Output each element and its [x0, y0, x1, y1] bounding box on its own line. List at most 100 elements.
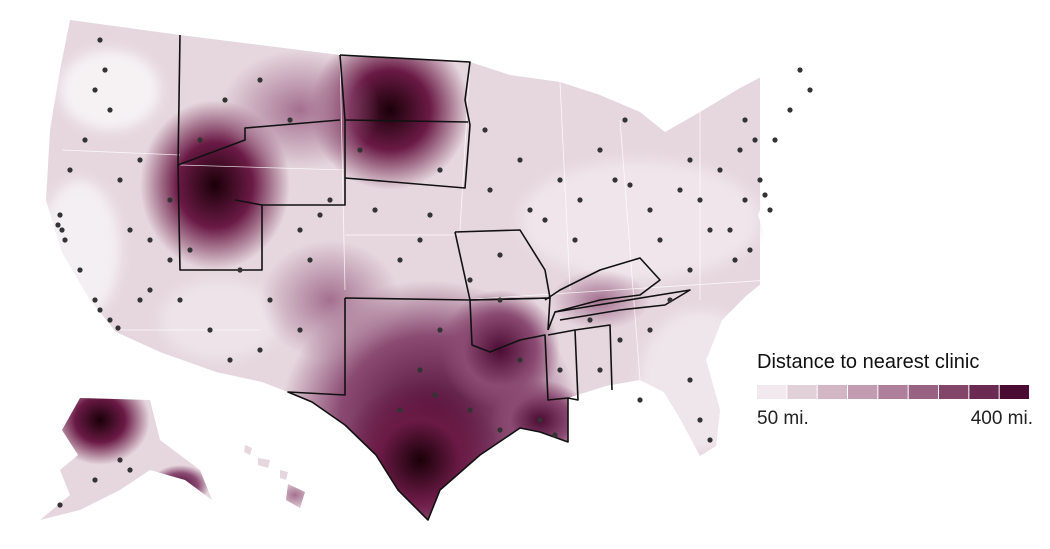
clinic-dot [772, 137, 778, 143]
clinic-dot [557, 367, 563, 373]
legend-swatch [999, 385, 1029, 399]
clinic-dot [497, 427, 503, 433]
clinic-dot [137, 297, 143, 303]
clinic-dot [742, 117, 748, 123]
clinic-dot [102, 67, 108, 73]
clinic-dot [115, 325, 121, 331]
clinic-dot [167, 257, 173, 263]
clinic-dot [697, 417, 703, 423]
clinic-dot [197, 137, 203, 143]
legend-swatch [848, 385, 878, 399]
clinic-dot [497, 252, 503, 258]
clinic-dot [627, 182, 633, 188]
clinic-dot [687, 157, 693, 163]
clinic-dot [527, 207, 533, 213]
clinic-dot [597, 367, 603, 373]
clinic-dot [787, 107, 793, 113]
legend-title: Distance to nearest clinic [757, 351, 979, 373]
clinic-dot [177, 297, 183, 303]
clinic-dot [667, 297, 673, 303]
clinic-dot [92, 87, 98, 93]
clinic-dot [432, 392, 438, 398]
clinic-dot [437, 327, 443, 333]
clinic-dot [657, 237, 663, 243]
clinic-dot [127, 227, 133, 233]
clinic-dot [572, 237, 578, 243]
clinic-dot [117, 177, 123, 183]
clinic-dot [59, 227, 65, 233]
clinic-dot [222, 97, 228, 103]
clinic-dot [107, 107, 113, 113]
clinic-dot [92, 477, 98, 483]
clinic-dot [417, 237, 423, 243]
clinic-dot [357, 147, 363, 153]
clinic-dot [752, 137, 758, 143]
clinic-dot [207, 327, 213, 333]
clinic-dot [427, 212, 433, 218]
clinic-dot [467, 277, 473, 283]
clinic-dot [727, 227, 733, 233]
clinic-dot [767, 207, 773, 213]
clinic-dot [417, 367, 423, 373]
clinic-dot [697, 197, 703, 203]
clinic-dot [397, 257, 403, 263]
clinic-dot [687, 377, 693, 383]
clinic-dot [67, 167, 73, 173]
clinic-dot [497, 297, 503, 303]
clinic-dot [287, 117, 293, 123]
legend-swatch [939, 385, 969, 399]
clinic-dot [577, 197, 583, 203]
clinic-dot [147, 287, 153, 293]
clinic-dot [487, 187, 493, 193]
clinic-dot [707, 437, 713, 443]
clinic-dot [257, 347, 263, 353]
clinic-dot [317, 212, 323, 218]
clinic-dot [612, 177, 618, 183]
clinic-dot [297, 327, 303, 333]
legend-swatch [878, 385, 908, 399]
clinic-dot [737, 147, 743, 153]
clinic-dot [587, 317, 593, 323]
state-borders [177, 34, 691, 521]
clinic-dot [267, 297, 273, 303]
clinic-dot [622, 117, 628, 123]
clinic-dot [762, 192, 768, 198]
clinic-dot [57, 212, 63, 218]
clinic-dot [617, 337, 623, 343]
clinic-dot [92, 297, 98, 303]
clinic-dot [62, 237, 68, 243]
clinic-dot [117, 457, 123, 463]
clinic-dot [307, 257, 313, 263]
clinic-dot [237, 267, 243, 273]
clinic-dot [327, 197, 333, 203]
legend-swatch [787, 385, 817, 399]
clinic-dot [552, 432, 558, 438]
clinic-dot [372, 207, 378, 213]
legend-swatch [969, 385, 999, 399]
clinic-dot [597, 147, 603, 153]
clinic-dot [57, 502, 63, 508]
clinic-dot [557, 177, 563, 183]
clinic-dot [687, 267, 693, 273]
clinic-dot [797, 67, 803, 73]
legend-max-label: 400 mi. [971, 408, 1033, 429]
clinic-dots [55, 37, 813, 508]
clinic-dot [757, 177, 763, 183]
clinic-dot [227, 357, 233, 363]
clinic-dot [647, 327, 653, 333]
clinic-dot [537, 417, 543, 423]
clinic-dot [107, 317, 113, 323]
legend-swatch [817, 385, 847, 399]
clinic-dot [77, 267, 83, 273]
clinic-dot [807, 87, 813, 93]
clinic-dot [732, 257, 738, 263]
clinic-dot [742, 197, 748, 203]
clinic-dot [637, 397, 643, 403]
clinic-dot [167, 197, 173, 203]
clinic-dot [517, 157, 523, 163]
clinic-dot [257, 77, 263, 83]
clinic-dot [55, 222, 61, 228]
clinic-dot [482, 127, 488, 133]
legend-min-label: 50 mi. [757, 408, 809, 429]
legend-swatch [757, 385, 787, 399]
